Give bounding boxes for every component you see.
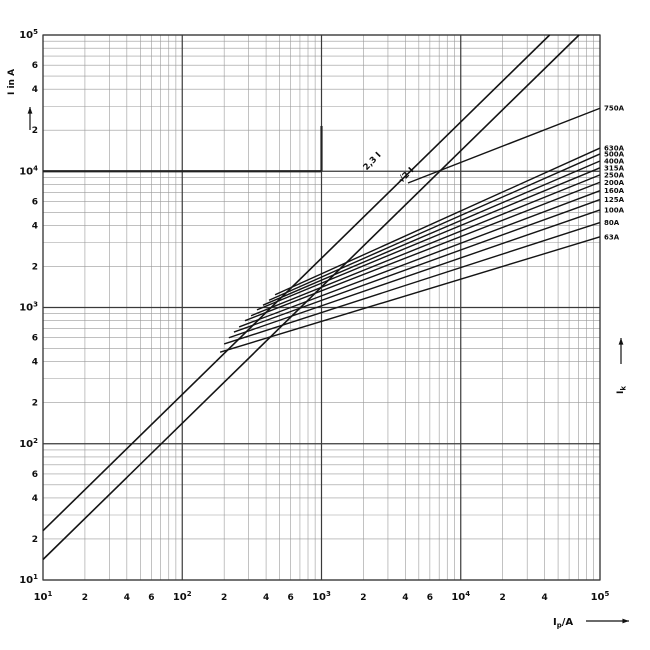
right-annotation-label: Ik (616, 386, 628, 394)
curve-label-125A: 125A (604, 196, 625, 204)
x-tick-label: 6 (427, 593, 433, 603)
curve-750A (407, 107, 601, 184)
curve-63A (219, 236, 601, 353)
curve-100A (228, 209, 601, 339)
x-tick-label: 4 (124, 593, 130, 603)
curve-label-100A: 100A (604, 206, 625, 214)
curve-125A (233, 198, 601, 333)
y-tick-label: 2 (32, 399, 38, 409)
y-axis-label: I in A (7, 69, 17, 95)
x-tick-label: 4 (263, 593, 269, 603)
reference-line (42, 34, 580, 561)
curve-label-160A: 160A (604, 187, 625, 195)
y-tick-label: 4 (32, 494, 38, 504)
curve-label-63A: 63A (604, 233, 620, 241)
x-tick-label: 6 (287, 593, 293, 603)
curve-label-750A: 750A (604, 105, 625, 113)
curve-label-630A: 630A (604, 145, 625, 153)
y-tick-label: 6 (32, 197, 38, 207)
curve-label-250A: 250A (604, 171, 625, 179)
y-tick-label: 6 (32, 470, 38, 480)
x-tick-label: 2 (82, 593, 88, 603)
curve-250A (250, 174, 601, 317)
y-tick-label: 2 (32, 535, 38, 545)
curve-label-500A: 500A (604, 150, 625, 158)
y-axis-title: I in A (7, 69, 33, 130)
y-tick-label: 2 (32, 126, 38, 136)
curve-500A (268, 153, 601, 301)
x-tick-label: 2 (360, 593, 366, 603)
x-tick-label: 6 (148, 593, 154, 603)
x-tick-label: 2 (500, 593, 506, 603)
curve-label-200A: 200A (604, 179, 625, 187)
curve-630A (274, 147, 601, 296)
curve-400A (262, 160, 601, 306)
plot-border (42, 34, 601, 581)
curve-label-400A: 400A (604, 157, 625, 165)
y-tick-label: 2 (32, 262, 38, 272)
x-axis-label: Ip/A (553, 617, 573, 630)
x-tick-label: 4 (541, 593, 547, 603)
y-tick-label: 6 (32, 61, 38, 71)
curve-200A (244, 181, 601, 322)
example-marking (43, 125, 323, 173)
y-tick-label: 6 (32, 334, 38, 344)
curve-label-80A: 80A (604, 219, 620, 227)
x-tick-label: 2 (221, 593, 227, 603)
y-tick-label: 4 (32, 221, 38, 231)
curve-160A (238, 190, 601, 328)
curve-315A (256, 167, 601, 311)
y-tick-label: 4 (32, 85, 38, 95)
curve-80A (223, 221, 601, 345)
right-annotation: Ik (616, 338, 628, 394)
reference-lines: 2,3 I√2 I (42, 34, 580, 561)
x-tick-label: 4 (402, 593, 408, 603)
reference-line (42, 34, 551, 532)
y-tick-label: 4 (32, 358, 38, 368)
curve-label-315A: 315A (604, 164, 625, 172)
